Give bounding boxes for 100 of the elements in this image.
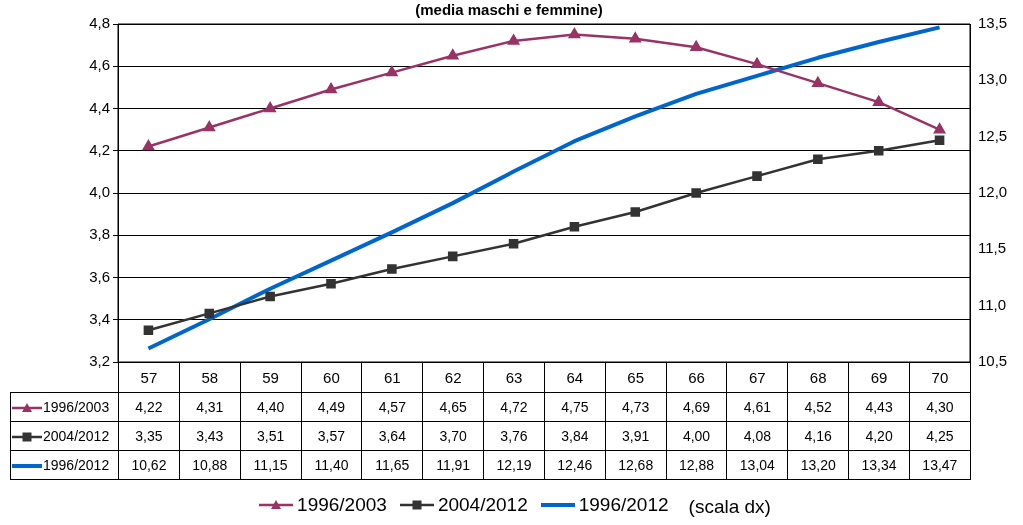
point — [203, 121, 215, 132]
text: 2004/2012 — [437, 494, 528, 515]
point — [507, 34, 520, 45]
x-tick-label: 68 — [787, 362, 849, 393]
point — [143, 325, 154, 336]
text: 1996/2012 — [578, 494, 669, 515]
data-label: 3,70 — [422, 421, 484, 451]
point — [812, 76, 824, 87]
data-label: 13,20 — [787, 450, 849, 480]
y-tick-label: 4,4 — [89, 98, 110, 116]
point — [933, 123, 946, 134]
point — [873, 95, 885, 106]
data-label: 11,91 — [422, 450, 484, 480]
legend-label: 2004/2012 — [10, 421, 119, 451]
x-tick-label: 58 — [179, 362, 241, 393]
y2-tick-label: 13,5 — [978, 14, 1008, 32]
y-tick-label: 4,2 — [89, 140, 110, 158]
data-label: 4,69 — [666, 392, 727, 422]
x-tick-label: 62 — [422, 362, 484, 393]
point — [813, 154, 823, 164]
point — [508, 238, 519, 249]
data-label: 3,76 — [483, 421, 545, 451]
data-label: 4,73 — [605, 392, 667, 422]
data-label: 4,43 — [848, 392, 910, 422]
point — [873, 145, 884, 156]
point — [326, 279, 336, 289]
data-label: 4,00 — [666, 421, 727, 451]
point — [447, 251, 458, 262]
data-label: 3,35 — [118, 421, 180, 451]
data-label: 4,75 — [544, 392, 606, 422]
point — [204, 308, 215, 319]
data-label: 12,46 — [544, 450, 606, 480]
point — [629, 32, 641, 43]
point — [387, 264, 397, 274]
data-label: 4,65 — [422, 392, 484, 422]
point — [142, 140, 155, 151]
data-label: 11,40 — [301, 450, 362, 480]
data-label: 12,19 — [483, 450, 545, 480]
data-label: 12,68 — [605, 450, 667, 480]
data-label: 4,52 — [787, 392, 849, 422]
data-label: 4,22 — [118, 392, 180, 422]
data-label: 11,65 — [361, 450, 423, 480]
x-tick-label: 67 — [726, 362, 788, 393]
y-tick-label: 3,4 — [89, 309, 110, 327]
data-label: 3,64 — [361, 421, 423, 451]
y2-tick-label: 13,0 — [978, 70, 1008, 88]
y2-tick-label: 12,0 — [978, 183, 1008, 201]
y2-tick-label: 10,5 — [978, 352, 1008, 370]
point — [264, 102, 276, 113]
data-label: 4,49 — [301, 392, 362, 422]
data-label: 4,25 — [909, 421, 971, 451]
data-label: 3,51 — [240, 421, 302, 451]
point — [752, 171, 762, 181]
y2-tick-label: 12,5 — [978, 126, 1008, 144]
data-label: 4,57 — [361, 392, 423, 422]
x-tick-label: 59 — [240, 362, 302, 393]
y-tick-label: 3,6 — [89, 267, 110, 285]
point — [751, 57, 763, 68]
data-label: 3,43 — [179, 421, 241, 451]
x-tick-label: 64 — [544, 362, 606, 393]
point — [691, 188, 701, 198]
x-tick-label: 61 — [361, 362, 423, 393]
legend-label: 1996/2003 — [10, 392, 119, 422]
x-tick-label: 69 — [848, 362, 910, 393]
data-label: 4,61 — [726, 392, 788, 422]
point — [630, 207, 641, 217]
data-label: 4,20 — [848, 421, 910, 451]
data-label: 4,31 — [179, 392, 241, 422]
data-label: 4,40 — [240, 392, 302, 422]
y-tick-label: 3,8 — [89, 225, 110, 243]
data-label: 3,91 — [605, 421, 667, 451]
x-tick-label: 60 — [301, 362, 362, 393]
point — [934, 135, 945, 145]
text: 1996/2003 — [297, 494, 387, 515]
y-tick-label: 3,2 — [89, 352, 110, 370]
data-label: 11,15 — [240, 450, 302, 480]
x-tick-label: 70 — [909, 362, 971, 393]
data-label: 4,08 — [726, 421, 788, 451]
y2-tick-label: 11,0 — [978, 295, 1007, 313]
text: (scala dx) — [688, 496, 771, 517]
data-label: 13,34 — [848, 450, 910, 480]
point — [325, 83, 337, 94]
data-label: 13,04 — [726, 450, 788, 480]
data-label: 13,47 — [909, 450, 971, 480]
legend-label: 1996/2012 — [10, 450, 119, 480]
y-tick-label: 4,0 — [89, 183, 110, 201]
x-tick-label: 57 — [118, 362, 180, 393]
x-tick-label: 65 — [605, 362, 667, 393]
y-tick-label: 4,8 — [89, 14, 110, 32]
data-label: 10,88 — [179, 450, 241, 480]
data-label: 4,30 — [909, 392, 971, 422]
chart-title: (media maschi e femmine) — [415, 1, 603, 19]
data-label: 10,62 — [118, 450, 180, 480]
data-label: 12,88 — [666, 450, 727, 480]
point — [447, 49, 459, 60]
data-label: 3,57 — [301, 421, 362, 451]
y2-tick-label: 11,5 — [978, 239, 1007, 257]
point — [690, 40, 702, 51]
point — [265, 291, 275, 302]
data-label: 3,84 — [544, 421, 606, 451]
